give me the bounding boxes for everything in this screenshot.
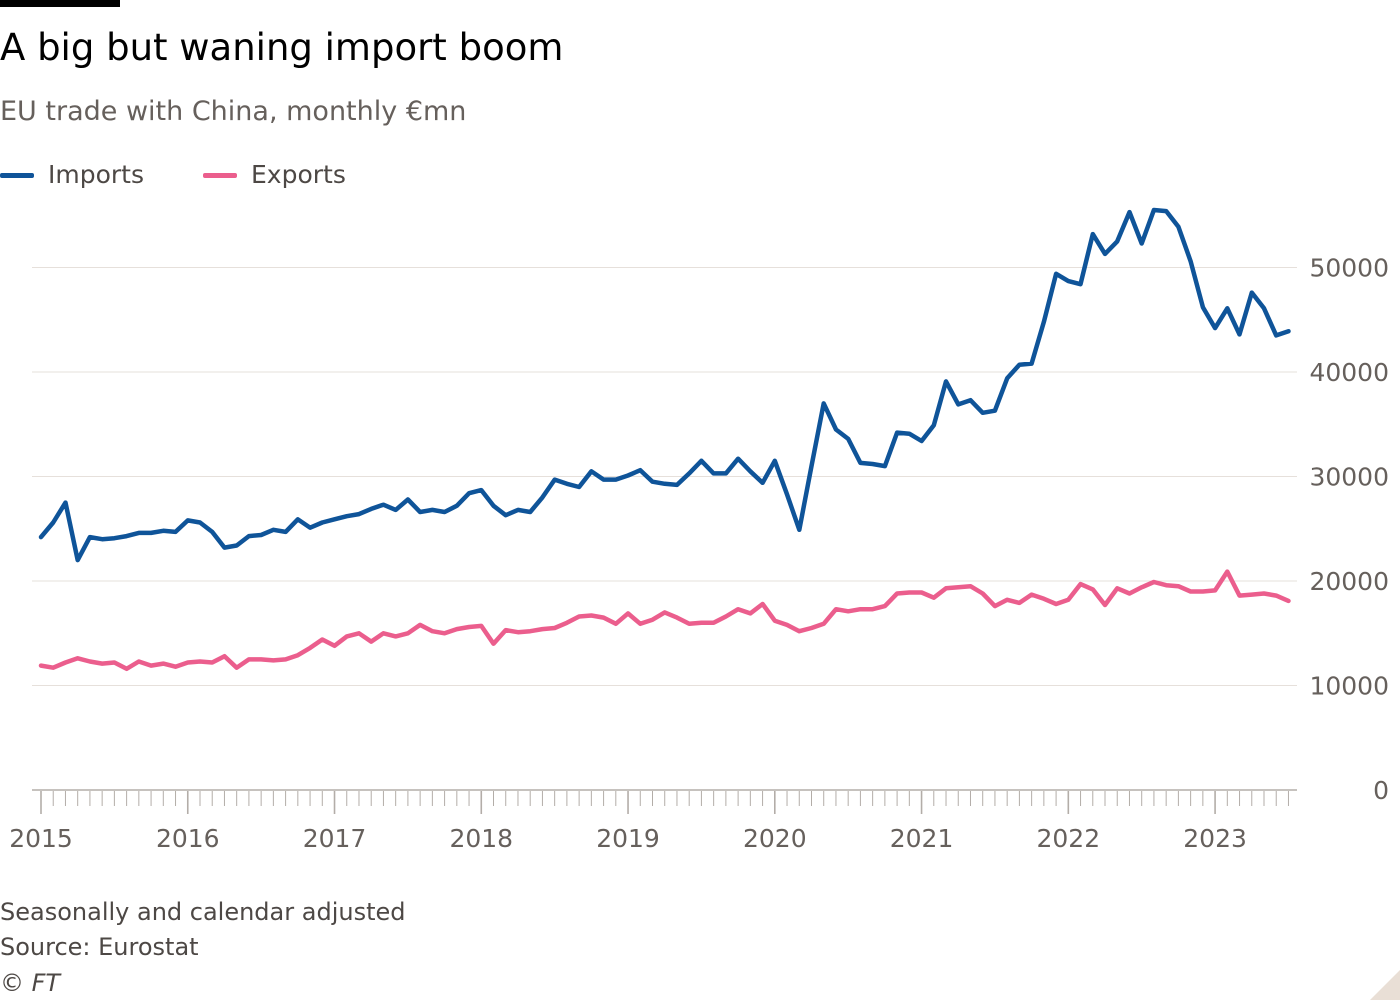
y-tick-label: 10000 — [1309, 672, 1389, 701]
footnote-copyright: © FT — [0, 969, 61, 997]
header-accent-bar — [0, 0, 120, 7]
x-tick-label: 2017 — [303, 824, 367, 853]
y-tick-label: 30000 — [1309, 463, 1389, 492]
chart-title: A big but waning import boom — [0, 26, 564, 69]
x-tick-label: 2022 — [1037, 824, 1101, 853]
line-chart: 0 10000 20000 30000 40000 50000 2015 2016 2017 20… — [9, 207, 1389, 853]
y-tick-label: 20000 — [1309, 567, 1389, 596]
x-tick-label: 2019 — [596, 824, 660, 853]
footnote-note: Seasonally and calendar adjusted — [0, 898, 406, 926]
y-tick-label: 40000 — [1309, 358, 1389, 387]
legend-label-imports: Imports — [48, 160, 144, 189]
series-line-exports — [38, 569, 1291, 672]
x-tick-label: 2023 — [1183, 824, 1247, 853]
y-tick-label: 0 — [1373, 776, 1389, 805]
x-tick-label: 2018 — [449, 824, 513, 853]
x-tick-label: 2021 — [890, 824, 954, 853]
legend-swatch-imports — [0, 173, 34, 178]
chart-subtitle: EU trade with China, monthly €mn — [0, 96, 467, 127]
legend-swatch-exports — [203, 173, 237, 178]
y-tick-label: 50000 — [1309, 254, 1389, 283]
corner-fold-icon — [1370, 970, 1400, 1000]
x-tick-label: 2020 — [743, 824, 807, 853]
footnote-source: Source: Eurostat — [0, 933, 199, 961]
series-line-imports — [38, 207, 1291, 563]
x-tick-label: 2016 — [156, 824, 220, 853]
legend-label-exports: Exports — [251, 160, 346, 189]
x-tick-label: 2015 — [9, 824, 73, 853]
